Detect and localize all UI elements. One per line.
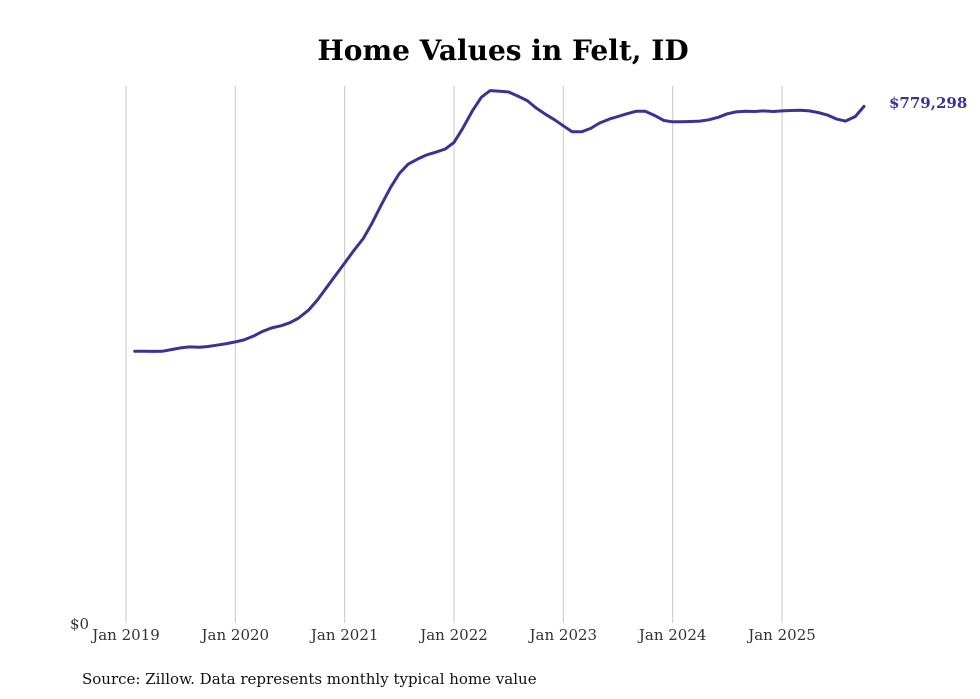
data-point — [461, 127, 464, 130]
data-point — [434, 151, 437, 154]
data-point — [707, 118, 710, 122]
data-point — [352, 249, 355, 253]
data-point — [152, 350, 155, 353]
data-point — [416, 157, 420, 161]
data-point — [562, 124, 565, 128]
data-point — [288, 321, 292, 324]
data-point — [252, 334, 256, 338]
data-point — [644, 110, 647, 113]
data-point — [215, 344, 218, 347]
data-point — [452, 141, 456, 144]
latest-value-label: $779,298 — [889, 94, 967, 112]
x-tick-label: Jan 2019 — [90, 626, 160, 644]
data-point — [297, 316, 300, 320]
data-point — [826, 114, 830, 117]
data-point — [616, 115, 620, 118]
data-point — [425, 153, 428, 157]
data-point — [471, 109, 474, 112]
gridlines — [125, 86, 783, 623]
data-point — [234, 340, 237, 344]
data-point — [160, 350, 164, 353]
data-point — [625, 112, 628, 116]
data-point — [507, 90, 510, 94]
data-point — [270, 326, 273, 330]
data-point — [307, 308, 310, 312]
data-point — [570, 130, 574, 133]
data-point — [816, 111, 820, 114]
data-point — [261, 330, 264, 333]
data-point — [589, 127, 592, 130]
source-note: Source: Zillow. Data represents monthly … — [82, 670, 537, 688]
x-tick-label: Jan 2023 — [528, 626, 598, 644]
home-value-series-line — [133, 89, 866, 353]
data-point — [398, 172, 401, 175]
data-point — [580, 130, 584, 133]
data-point — [635, 110, 638, 113]
data-point — [698, 119, 702, 123]
data-point — [280, 324, 283, 327]
data-point — [762, 109, 765, 113]
data-point — [170, 348, 174, 351]
data-point — [734, 110, 738, 114]
data-point — [553, 118, 556, 122]
data-point — [662, 119, 666, 122]
data-point — [480, 96, 483, 99]
data-point — [844, 119, 847, 123]
data-point — [225, 342, 228, 345]
data-point — [526, 99, 529, 102]
data-point — [188, 345, 191, 349]
data-point — [242, 338, 246, 342]
data-point — [316, 298, 319, 302]
data-point — [534, 106, 538, 110]
data-point — [789, 109, 792, 112]
series-data-points — [133, 89, 866, 353]
data-point — [862, 105, 866, 108]
x-tick-label: Jan 2020 — [200, 626, 270, 644]
data-point — [799, 109, 802, 112]
data-point — [652, 114, 656, 117]
data-point — [343, 261, 346, 265]
data-point — [835, 117, 838, 121]
x-tick-label: Jan 2021 — [309, 626, 379, 644]
data-point — [334, 273, 338, 277]
data-point — [680, 120, 683, 124]
data-point — [690, 120, 693, 123]
data-point — [516, 94, 519, 98]
data-point — [143, 350, 146, 353]
data-point — [406, 163, 410, 166]
data-point — [753, 110, 756, 113]
data-point — [671, 120, 674, 124]
data-point — [324, 287, 328, 290]
data-point — [179, 346, 182, 350]
data-point — [379, 204, 382, 208]
data-point — [598, 121, 601, 125]
data-point — [133, 350, 136, 353]
data-point — [780, 109, 784, 113]
data-point — [444, 147, 447, 151]
chart-title: Home Values in Felt, ID — [317, 34, 688, 67]
data-point — [726, 112, 729, 116]
data-point — [498, 90, 502, 93]
x-tick-label: Jan 2022 — [418, 626, 488, 644]
data-point — [362, 237, 365, 240]
y-axis-tick-label-zero: $0 — [70, 615, 89, 633]
data-point — [772, 110, 775, 113]
data-point — [808, 109, 811, 113]
x-tick-label: Jan 2025 — [746, 626, 816, 644]
x-axis-tick-labels: Jan 2019 Jan 2020 Jan 2021 Jan 2022 Jan 2023… — [90, 626, 816, 644]
data-point — [608, 117, 611, 121]
data-point — [198, 346, 201, 349]
x-tick-label: Jan 2024 — [637, 626, 707, 644]
data-point — [854, 115, 857, 118]
data-point — [370, 222, 374, 225]
data-point — [717, 116, 720, 119]
data-point — [744, 110, 748, 113]
data-point — [488, 89, 492, 92]
data-point — [206, 345, 210, 348]
data-point — [543, 112, 546, 116]
data-point — [389, 186, 392, 189]
